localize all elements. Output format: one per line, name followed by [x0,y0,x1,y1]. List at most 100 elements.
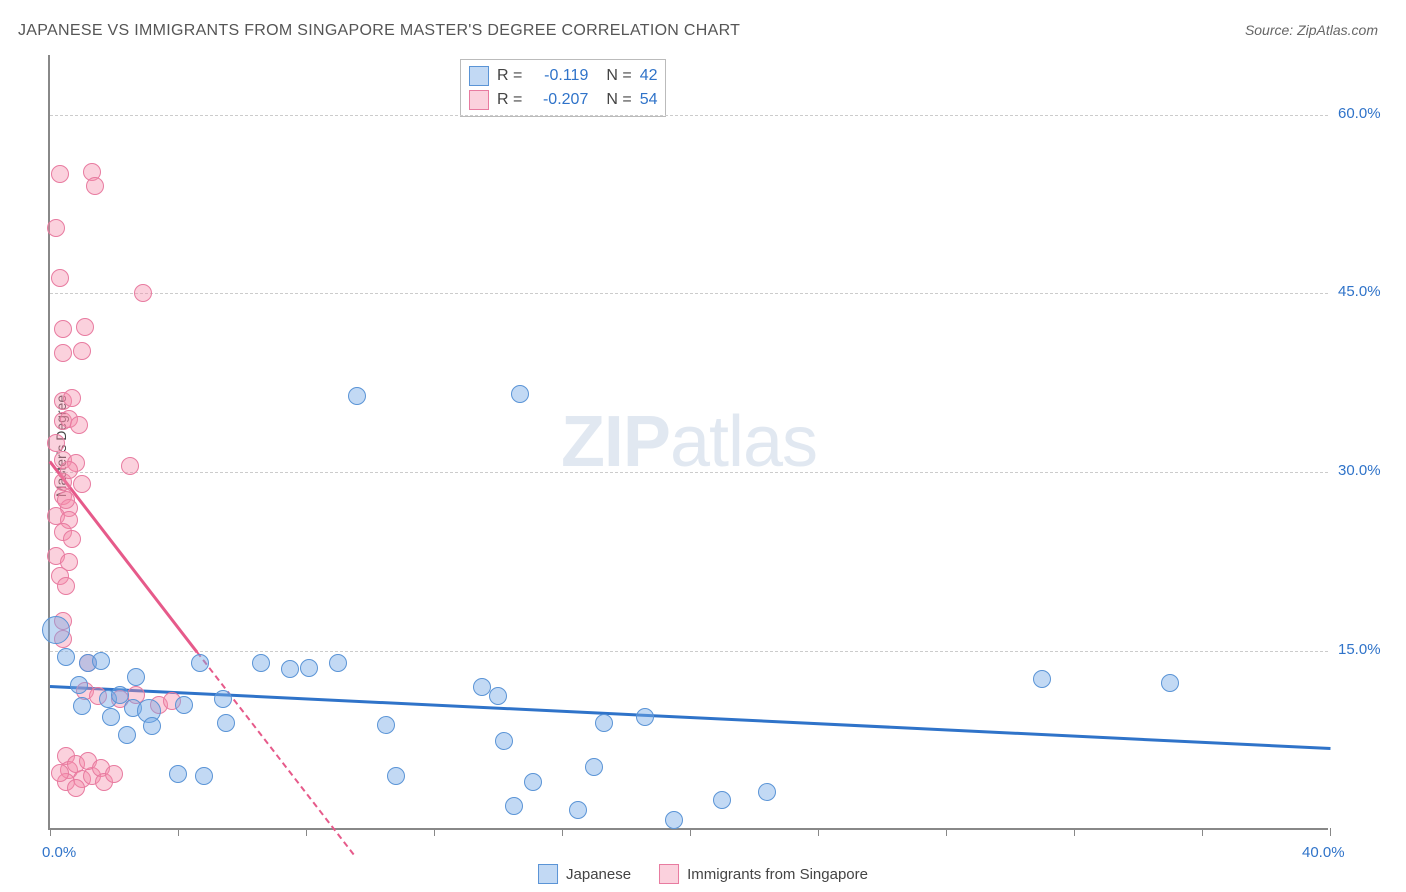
scatter-point-blue [524,773,542,791]
legend-swatch [538,864,558,884]
scatter-point-pink [47,434,65,452]
scatter-point-pink [47,219,65,237]
scatter-point-blue [111,686,129,704]
scatter-point-pink [57,491,75,509]
watermark-atlas: atlas [670,402,817,482]
scatter-point-blue [57,648,75,666]
scatter-point-blue [70,676,88,694]
scatter-point-blue [252,654,270,672]
scatter-point-blue [127,668,145,686]
scatter-point-blue [377,716,395,734]
x-tick [690,828,691,836]
scatter-point-blue [300,659,318,677]
y-tick-label: 45.0% [1338,283,1398,300]
stat-n-label: N = [606,64,631,88]
scatter-point-pink [134,284,152,302]
x-tick [50,828,51,836]
scatter-point-blue [505,797,523,815]
scatter-point-pink [51,764,69,782]
scatter-point-blue [217,714,235,732]
scatter-point-blue [495,732,513,750]
trendline [50,685,1330,749]
scatter-point-blue [118,726,136,744]
legend: Japanese Immigrants from Singapore [538,864,868,884]
scatter-point-blue [595,714,613,732]
scatter-point-pink [86,177,104,195]
gridline [50,293,1328,294]
scatter-point-blue [143,717,161,735]
scatter-point-pink [67,779,85,797]
scatter-point-blue [195,767,213,785]
stat-n-value: 54 [640,88,658,112]
scatter-point-blue [387,767,405,785]
scatter-point-blue [758,783,776,801]
scatter-point-blue [214,690,232,708]
gridline [50,651,1328,652]
watermark-zip: ZIP [561,402,670,482]
stat-n-value: 42 [640,64,658,88]
scatter-point-blue [713,791,731,809]
scatter-point-pink [73,342,91,360]
stats-box: R = -0.119 N = 42 R = -0.207 N = 54 [460,59,666,117]
scatter-point-pink [121,457,139,475]
x-tick [178,828,179,836]
scatter-point-pink [63,530,81,548]
watermark: ZIPatlas [561,401,817,483]
legend-item: Japanese [538,864,631,884]
x-tick [1202,828,1203,836]
scatter-point-blue [329,654,347,672]
legend-swatch [469,90,489,110]
scatter-point-blue [169,765,187,783]
scatter-point-pink [54,320,72,338]
scatter-point-blue [1033,670,1051,688]
gridline [50,115,1328,116]
scatter-point-blue [42,616,70,644]
legend-item: Immigrants from Singapore [659,864,868,884]
legend-label: Japanese [566,866,631,883]
scatter-point-blue [636,708,654,726]
legend-swatch [659,864,679,884]
scatter-point-blue [665,811,683,829]
scatter-point-pink [73,475,91,493]
y-tick-label: 60.0% [1338,105,1398,122]
scatter-point-pink [57,577,75,595]
scatter-point-pink [60,461,78,479]
scatter-point-blue [1161,674,1179,692]
x-tick [1074,828,1075,836]
scatter-point-pink [54,344,72,362]
scatter-point-pink [70,416,88,434]
scatter-point-blue [92,652,110,670]
stat-r-label: R = [497,88,522,112]
x-tick [306,828,307,836]
chart-title: JAPANESE VS IMMIGRANTS FROM SINGAPORE MA… [18,22,740,40]
scatter-point-blue [511,385,529,403]
legend-swatch [469,66,489,86]
plot-area: ZIPatlas R =-0.119N =42R =-0.207N =54 15… [48,55,1328,830]
stat-r-value: -0.207 [530,88,588,112]
gridline [50,472,1328,473]
x-tick [818,828,819,836]
stats-row: R = -0.207 N = 54 [469,88,657,112]
stat-r-value: -0.119 [530,64,588,88]
y-tick-label: 30.0% [1338,462,1398,479]
y-tick-label: 15.0% [1338,641,1398,658]
x-tick-label: 0.0% [42,844,76,861]
x-tick [562,828,563,836]
scatter-point-blue [348,387,366,405]
stat-r-label: R = [497,64,522,88]
scatter-point-blue [489,687,507,705]
source-attribution: Source: ZipAtlas.com [1245,22,1378,38]
scatter-point-pink [51,269,69,287]
scatter-point-blue [281,660,299,678]
stat-n-label: N = [606,88,631,112]
scatter-point-blue [569,801,587,819]
scatter-point-blue [73,697,91,715]
scatter-point-pink [63,389,81,407]
scatter-point-pink [51,165,69,183]
scatter-point-blue [191,654,209,672]
x-tick [1330,828,1331,836]
scatter-point-blue [585,758,603,776]
x-tick-label: 40.0% [1302,844,1345,861]
scatter-point-pink [105,765,123,783]
stats-row: R = -0.119 N = 42 [469,64,657,88]
